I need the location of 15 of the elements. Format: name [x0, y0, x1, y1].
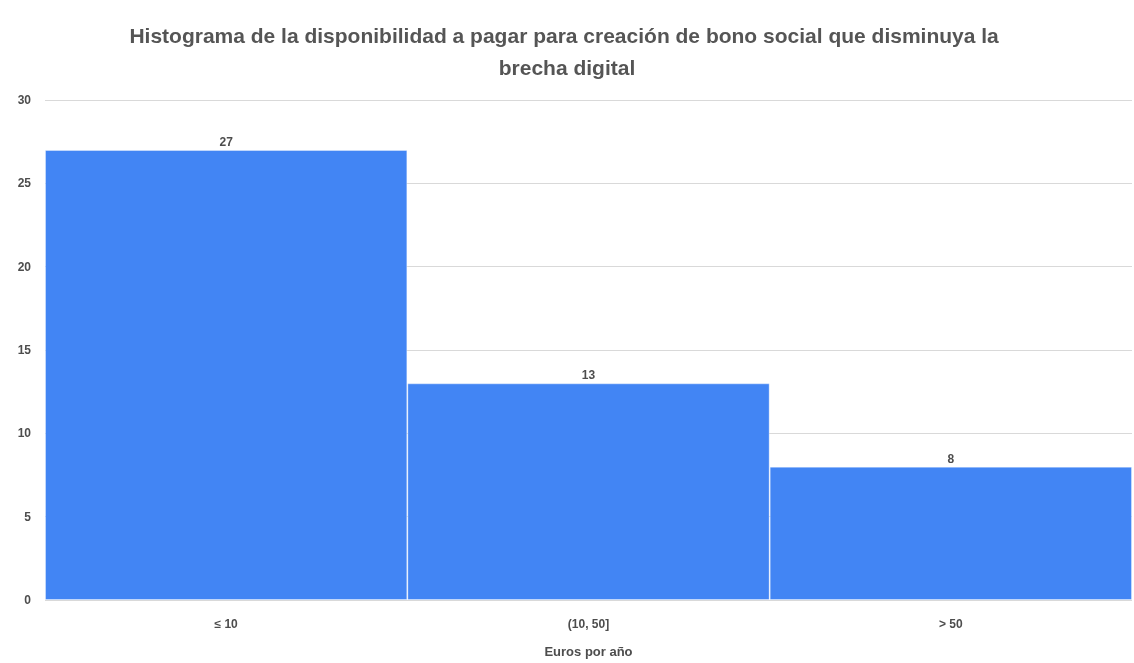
y-tick-label: 5 [24, 509, 32, 524]
x-tick-label: > 50 [938, 617, 963, 631]
data-label: 13 [581, 368, 596, 383]
y-tick-label: 30 [17, 93, 32, 107]
y-tick-label: 15 [17, 343, 32, 357]
x-tick-label: ≤ 10 [214, 617, 239, 631]
y-tick-label: 25 [17, 176, 32, 191]
x-axis-title: Euros por año [544, 644, 633, 659]
x-tick-label: (10, 50] [567, 617, 610, 631]
y-tick-label: 10 [17, 426, 32, 441]
y-tick-label: 0 [24, 593, 32, 607]
y-tick-label: 20 [17, 259, 32, 274]
data-label: 8 [947, 451, 955, 466]
data-label: 27 [219, 135, 234, 149]
chart-title: Histograma de la disponibilidad a pagar para creación de bono social que disminuya la brecha digital [129, 23, 1005, 79]
